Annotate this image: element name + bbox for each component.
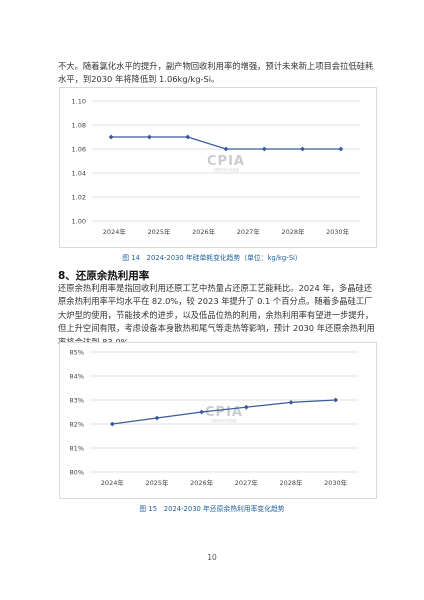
chart2-data-point bbox=[109, 421, 115, 427]
chart-silicon-consumption-svg: 1.00 1.02 1.04 1.06 1.08 1.10 2024年 2025年 2026年 2… bbox=[72, 97, 360, 236]
chart2-data-point bbox=[199, 409, 205, 415]
chart1-x-tick-label: 2024年 bbox=[103, 227, 127, 236]
chart1-data-point bbox=[108, 134, 114, 140]
chart2-watermark-sub: 中国光伏行业协会 bbox=[211, 418, 237, 423]
chart1-data-point bbox=[300, 146, 305, 152]
chart2-data-point bbox=[243, 404, 249, 410]
chart2-x-tick-label: 2027年 bbox=[235, 478, 259, 487]
chart-silicon-consumption: 1.00 1.02 1.04 1.06 1.08 1.10 2024年 2025年 2026年 2… bbox=[59, 87, 377, 248]
chart1-x-tick-label: 2028年 bbox=[281, 227, 305, 236]
chart1-y-tick-label: 1.04 bbox=[72, 169, 86, 177]
chart2-y-tick-label: 82% bbox=[70, 420, 84, 428]
chart-heat-recovery: 80% 81% 82% 83% 84% 85% 2024年 2025年 2026年 2027年 20… bbox=[59, 342, 377, 499]
chart1-data-point bbox=[223, 146, 229, 152]
chart2-x-tick-label: 2026年 bbox=[190, 478, 214, 487]
chart1-y-tick-label: 1.06 bbox=[72, 145, 86, 153]
chart2-y-tick-label: 80% bbox=[70, 468, 84, 476]
section-8-paragraph: 还原余热利用率是指回收利用还原工艺中热量占还原工艺能耗比。2024 年，多晶硅还… bbox=[58, 283, 375, 347]
chart1-y-tick-label: 1.10 bbox=[72, 97, 86, 105]
chart2-y-tick-label: 81% bbox=[70, 444, 84, 452]
chart1-x-tick-label: 2030年 bbox=[326, 227, 350, 236]
chart1-y-tick-label: 1.02 bbox=[72, 193, 86, 201]
chart1-x-tick-label: 2026年 bbox=[192, 227, 216, 236]
chart1-y-tick-label: 1.00 bbox=[72, 217, 86, 225]
chart1-data-point bbox=[261, 146, 267, 152]
chart2-data-point bbox=[288, 400, 294, 405]
chart2-data-point bbox=[154, 415, 160, 421]
figure-14-caption: 图 14 2024-2030 年硅单耗变化趋势（单位：kg/kg-Si） bbox=[122, 254, 302, 262]
intro-paragraph: 不大。随着氯化水平的提升，副产物回收利用率的增强，预计未来新上项目会拉低硅耗水平… bbox=[58, 61, 374, 85]
chart1-data-point bbox=[147, 134, 152, 140]
chart1-y-tick-label: 1.08 bbox=[72, 121, 86, 129]
chart2-x-tick-label: 2028年 bbox=[279, 478, 303, 487]
page-number: 10 bbox=[207, 553, 217, 562]
chart2-y-tick-label: 84% bbox=[70, 372, 84, 380]
chart2-x-tick-label: 2030年 bbox=[324, 478, 348, 487]
figure-15-caption: 图 15 2024-2030 年还原余热利用率变化趋势 bbox=[139, 505, 285, 513]
section-8-title: 8、还原余热利用率 bbox=[58, 270, 150, 282]
chart2-x-tick-label: 2025年 bbox=[145, 478, 169, 487]
chart1-watermark: CPIA bbox=[207, 154, 245, 169]
chart2-watermark: CPIA bbox=[205, 405, 243, 420]
chart2-y-tick-label: 85% bbox=[70, 348, 84, 356]
chart2-y-tick-label: 83% bbox=[70, 396, 84, 404]
chart-heat-recovery-svg: 80% 81% 82% 83% 84% 85% 2024年 2025年 2026年 2027年 20… bbox=[70, 348, 358, 487]
chart2-x-tick-label: 2024年 bbox=[101, 478, 125, 487]
chart1-x-tick-label: 2027年 bbox=[237, 227, 261, 236]
chart1-x-tick-label: 2025年 bbox=[147, 227, 171, 236]
chart1-data-point bbox=[338, 146, 344, 152]
chart2-series-line bbox=[112, 399, 336, 425]
chart1-watermark-sub: 中国光伏行业协会 bbox=[213, 167, 239, 172]
chart2-data-point bbox=[333, 397, 339, 403]
chart1-data-point bbox=[185, 134, 191, 140]
